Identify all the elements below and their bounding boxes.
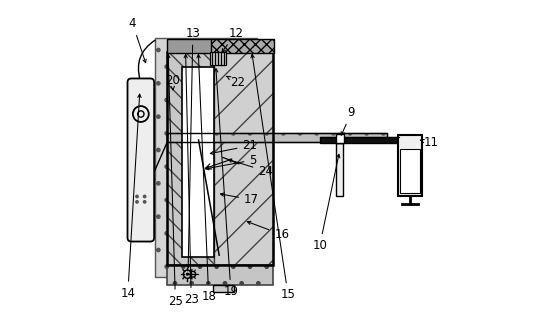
Bar	[209, 52, 226, 66]
Bar	[336, 143, 343, 196]
Text: 13: 13	[185, 27, 201, 268]
Bar	[167, 133, 387, 142]
Bar	[155, 38, 257, 277]
Text: 23: 23	[184, 54, 199, 306]
Text: 4: 4	[129, 17, 146, 63]
Bar	[213, 285, 234, 292]
Text: 19: 19	[214, 69, 238, 298]
Bar	[336, 134, 344, 143]
Text: 22: 22	[227, 76, 245, 89]
Circle shape	[135, 195, 139, 198]
Text: 10: 10	[312, 154, 340, 252]
Text: 25: 25	[167, 54, 183, 308]
Bar	[167, 52, 273, 265]
Circle shape	[143, 195, 146, 198]
Circle shape	[135, 200, 139, 204]
Bar	[167, 265, 273, 285]
Bar	[211, 38, 273, 53]
Bar	[400, 149, 421, 193]
FancyBboxPatch shape	[128, 78, 154, 242]
Text: 20: 20	[165, 74, 180, 90]
Text: 17: 17	[221, 193, 259, 206]
Text: 14: 14	[120, 94, 141, 300]
Bar	[167, 38, 211, 53]
Text: 5: 5	[206, 154, 257, 170]
Text: 12: 12	[222, 27, 243, 52]
Circle shape	[186, 273, 189, 276]
Text: 9: 9	[341, 106, 355, 135]
Bar	[167, 52, 214, 265]
Bar	[320, 138, 399, 143]
Circle shape	[143, 200, 146, 204]
Text: 15: 15	[251, 54, 295, 301]
Bar	[182, 67, 214, 257]
Text: 24: 24	[228, 159, 273, 178]
Text: 16: 16	[247, 221, 289, 241]
Bar	[214, 52, 273, 265]
Bar	[167, 133, 387, 142]
Bar	[398, 135, 422, 196]
Text: 18: 18	[197, 54, 216, 303]
Text: 11: 11	[421, 136, 438, 149]
Text: 21: 21	[211, 139, 257, 155]
